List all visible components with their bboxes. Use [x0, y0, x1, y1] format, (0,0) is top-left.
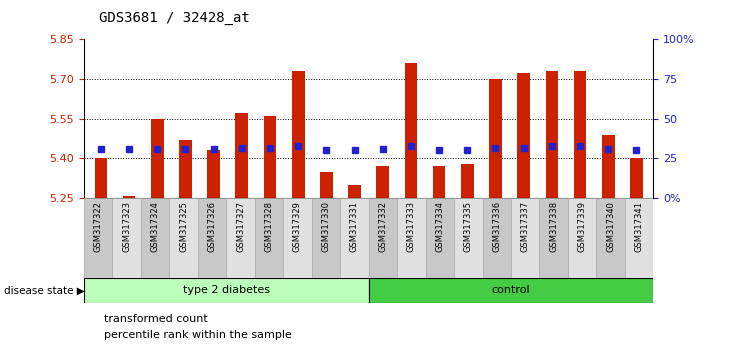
- Text: GSM317326: GSM317326: [207, 201, 217, 252]
- Bar: [454, 198, 483, 278]
- Bar: [84, 278, 369, 303]
- Bar: [518, 74, 530, 198]
- Bar: [574, 71, 586, 198]
- Bar: [625, 198, 653, 278]
- Bar: [369, 198, 397, 278]
- Text: GSM317322: GSM317322: [93, 201, 103, 251]
- Text: GSM317329: GSM317329: [293, 201, 302, 251]
- Bar: [169, 198, 198, 278]
- Bar: [630, 159, 643, 198]
- Text: GSM317328: GSM317328: [264, 201, 274, 252]
- Bar: [94, 159, 107, 198]
- Bar: [255, 198, 283, 278]
- Bar: [433, 166, 445, 198]
- Bar: [198, 198, 226, 278]
- Bar: [545, 71, 558, 198]
- Text: GSM317338: GSM317338: [549, 201, 558, 252]
- Bar: [226, 198, 255, 278]
- Bar: [377, 166, 389, 198]
- Text: GSM317331: GSM317331: [350, 201, 359, 252]
- Text: GSM317334: GSM317334: [435, 201, 445, 252]
- Bar: [602, 135, 615, 198]
- Text: GSM317333: GSM317333: [407, 201, 416, 252]
- Bar: [340, 198, 369, 278]
- Bar: [283, 198, 312, 278]
- Bar: [461, 164, 474, 198]
- Text: GSM317332: GSM317332: [378, 201, 388, 252]
- Bar: [397, 198, 426, 278]
- Bar: [511, 198, 539, 278]
- Bar: [369, 278, 653, 303]
- Bar: [539, 198, 568, 278]
- Bar: [264, 116, 277, 198]
- Text: GSM317323: GSM317323: [122, 201, 131, 252]
- Bar: [348, 185, 361, 198]
- Text: type 2 diabetes: type 2 diabetes: [182, 285, 270, 295]
- Bar: [596, 198, 625, 278]
- Text: disease state ▶: disease state ▶: [4, 285, 85, 295]
- Bar: [292, 71, 304, 198]
- Bar: [207, 150, 220, 198]
- Bar: [312, 198, 340, 278]
- Text: GSM317336: GSM317336: [492, 201, 502, 252]
- Text: GSM317325: GSM317325: [179, 201, 188, 251]
- Bar: [123, 196, 135, 198]
- Bar: [483, 198, 511, 278]
- Bar: [320, 172, 333, 198]
- Text: GSM317335: GSM317335: [464, 201, 473, 252]
- Text: GSM317337: GSM317337: [520, 201, 530, 252]
- Text: percentile rank within the sample: percentile rank within the sample: [104, 330, 291, 340]
- Bar: [568, 198, 596, 278]
- Text: GDS3681 / 32428_at: GDS3681 / 32428_at: [99, 11, 250, 25]
- Text: transformed count: transformed count: [104, 314, 207, 324]
- Bar: [489, 79, 502, 198]
- Text: GSM317324: GSM317324: [150, 201, 160, 251]
- Text: GSM317339: GSM317339: [577, 201, 587, 252]
- Text: GSM317340: GSM317340: [606, 201, 615, 251]
- Text: GSM317330: GSM317330: [321, 201, 331, 252]
- Text: GSM317327: GSM317327: [236, 201, 245, 252]
- Bar: [141, 198, 169, 278]
- Bar: [112, 198, 141, 278]
- Text: GSM317341: GSM317341: [634, 201, 644, 251]
- Bar: [236, 113, 248, 198]
- Bar: [179, 140, 192, 198]
- Bar: [151, 119, 164, 198]
- Text: control: control: [492, 285, 530, 295]
- Bar: [426, 198, 454, 278]
- Bar: [404, 63, 418, 198]
- Bar: [84, 198, 112, 278]
